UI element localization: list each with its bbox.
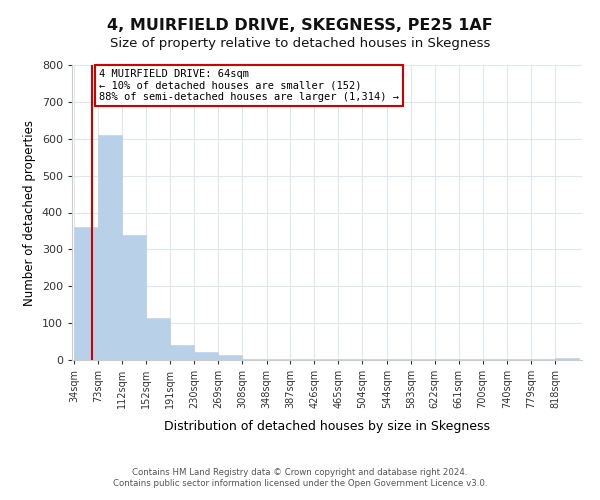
- Text: Size of property relative to detached houses in Skegness: Size of property relative to detached ho…: [110, 38, 490, 51]
- Text: 4 MUIRFIELD DRIVE: 64sqm
← 10% of detached houses are smaller (152)
88% of semi-: 4 MUIRFIELD DRIVE: 64sqm ← 10% of detach…: [99, 68, 399, 102]
- Bar: [98, 135, 122, 360]
- Bar: [122, 234, 146, 360]
- Text: Contains HM Land Registry data © Crown copyright and database right 2024.
Contai: Contains HM Land Registry data © Crown c…: [113, 468, 487, 487]
- Y-axis label: Number of detached properties: Number of detached properties: [23, 120, 36, 306]
- Bar: [194, 352, 218, 360]
- Bar: [555, 358, 579, 360]
- Bar: [146, 318, 170, 360]
- Bar: [74, 227, 98, 360]
- Bar: [218, 355, 242, 360]
- X-axis label: Distribution of detached houses by size in Skegness: Distribution of detached houses by size …: [164, 420, 490, 432]
- Bar: [170, 345, 194, 360]
- Text: 4, MUIRFIELD DRIVE, SKEGNESS, PE25 1AF: 4, MUIRFIELD DRIVE, SKEGNESS, PE25 1AF: [107, 18, 493, 32]
